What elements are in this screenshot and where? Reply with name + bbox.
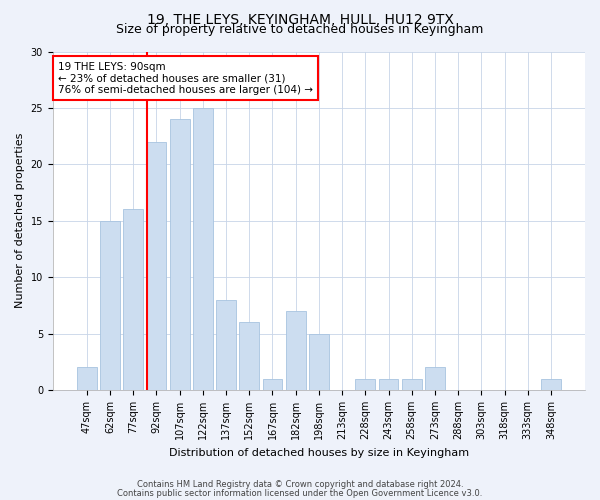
Bar	[216, 300, 236, 390]
Text: Size of property relative to detached houses in Keyingham: Size of property relative to detached ho…	[116, 22, 484, 36]
Bar	[286, 311, 305, 390]
Text: Contains public sector information licensed under the Open Government Licence v3: Contains public sector information licen…	[118, 488, 482, 498]
Bar	[379, 379, 398, 390]
Text: Contains HM Land Registry data © Crown copyright and database right 2024.: Contains HM Land Registry data © Crown c…	[137, 480, 463, 489]
Bar	[263, 379, 283, 390]
Text: 19 THE LEYS: 90sqm
← 23% of detached houses are smaller (31)
76% of semi-detache: 19 THE LEYS: 90sqm ← 23% of detached hou…	[58, 62, 313, 95]
Bar	[402, 379, 422, 390]
Bar	[146, 142, 166, 390]
Bar	[170, 119, 190, 390]
Text: 19, THE LEYS, KEYINGHAM, HULL, HU12 9TX: 19, THE LEYS, KEYINGHAM, HULL, HU12 9TX	[146, 12, 454, 26]
Bar	[100, 221, 120, 390]
Bar	[309, 334, 329, 390]
Bar	[239, 322, 259, 390]
X-axis label: Distribution of detached houses by size in Keyingham: Distribution of detached houses by size …	[169, 448, 469, 458]
Bar	[124, 210, 143, 390]
Bar	[193, 108, 213, 390]
Bar	[425, 368, 445, 390]
Bar	[77, 368, 97, 390]
Bar	[541, 379, 561, 390]
Y-axis label: Number of detached properties: Number of detached properties	[15, 133, 25, 308]
Bar	[355, 379, 375, 390]
